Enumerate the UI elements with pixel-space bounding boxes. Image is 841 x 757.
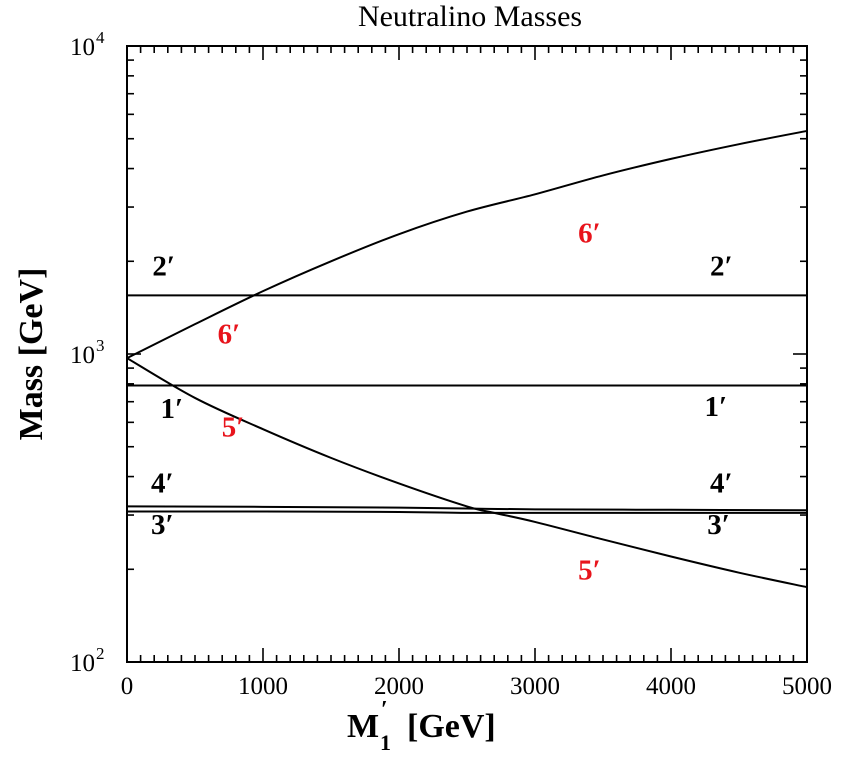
y-tick-label: 10	[70, 650, 95, 677]
curve-label: 4′	[710, 468, 733, 500]
curve-label: 3′	[151, 509, 174, 541]
curve-label: 4′	[151, 468, 174, 500]
x-axis-title-subscript: 1	[380, 730, 391, 755]
curve-label: 5′	[222, 411, 245, 443]
curve-label: 1′	[705, 391, 728, 423]
chart-title: Neutralino Masses	[358, 0, 582, 33]
mass-curves	[126, 129, 808, 589]
x-axis-title-symbol: M	[347, 708, 379, 745]
mass-curve-5	[126, 357, 808, 589]
y-tick-label-exponent: 2	[96, 644, 105, 663]
curve-label: 6′	[578, 218, 601, 250]
y-tick-label: 10	[70, 34, 95, 61]
curve-annotations: 6′ 2′ 2′ 6′ 1′ 1′ 5′ 4′ 4′ 3′ 3′ 5′	[151, 218, 733, 587]
curve-label: 2′	[152, 250, 175, 282]
y-tick-label: 10	[70, 342, 95, 369]
x-tick-label: 2000	[374, 673, 424, 700]
plot-frame	[126, 45, 808, 663]
x-tick-label: 0	[121, 673, 134, 700]
axis-ticks	[126, 45, 808, 663]
mass-curve-4	[126, 510, 807, 514]
curve-label: 3′	[707, 509, 730, 541]
curve-label: 5′	[578, 555, 601, 587]
x-tick-labels: 0 1000 2000 3000 4000 5000	[121, 673, 832, 700]
x-tick-label: 3000	[510, 673, 560, 700]
x-tick-label: 5000	[782, 673, 832, 700]
curve-label: 6′	[218, 319, 241, 351]
mass-curve-6	[126, 129, 808, 359]
y-tick-label-exponent: 3	[96, 336, 105, 355]
x-axis-title-unit: [GeV]	[407, 708, 496, 745]
mass-curve-3	[126, 505, 808, 512]
y-tick-label-exponent: 4	[96, 28, 105, 47]
y-axis-title: Mass [GeV]	[13, 268, 50, 441]
x-tick-label: 4000	[646, 673, 696, 700]
x-tick-label: 1000	[238, 673, 288, 700]
x-axis-title-prime: ′	[381, 697, 388, 723]
x-axis-title: M ′ 1 [GeV]	[347, 697, 496, 755]
curve-label: 2′	[710, 250, 733, 282]
curve-label: 1′	[161, 393, 184, 425]
